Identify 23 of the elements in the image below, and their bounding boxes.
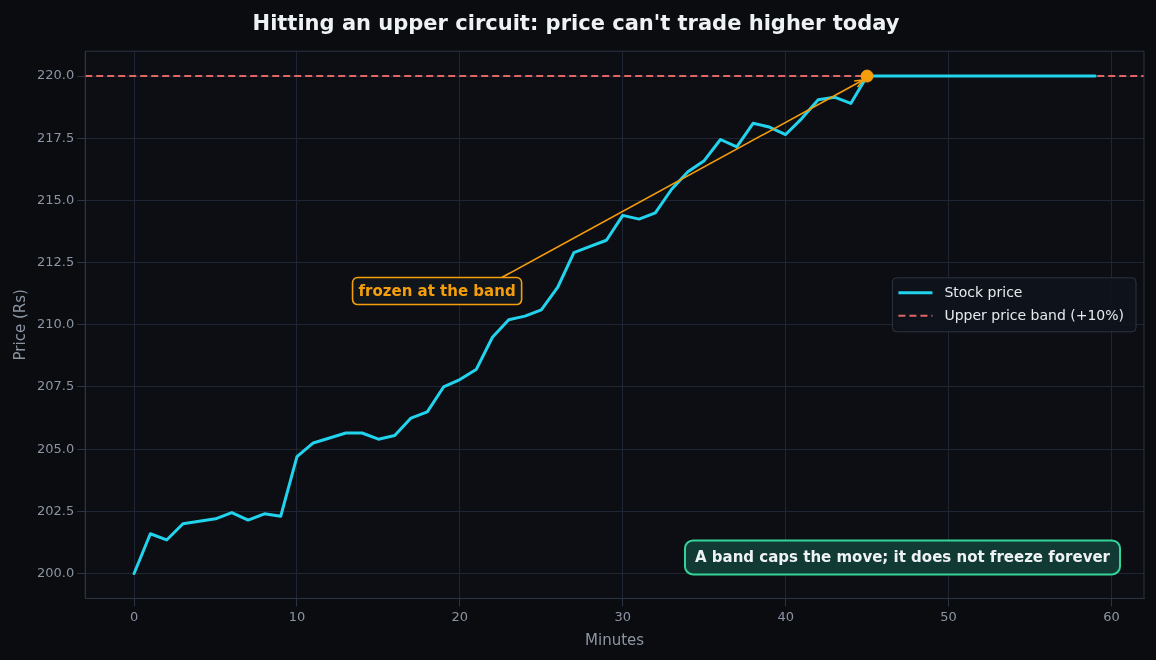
- y-tick-label: 200.0: [37, 564, 75, 580]
- y-tick-label: 220.0: [37, 67, 75, 83]
- x-tick-label: 60: [1103, 608, 1120, 624]
- y-axis-title: Price (Rs): [10, 289, 29, 361]
- y-tick-label: 217.5: [37, 129, 75, 145]
- x-tick-label: 40: [777, 608, 794, 624]
- x-axis-title: Minutes: [585, 630, 645, 649]
- chart-title: Hitting an upper circuit: price can't trade higher today: [252, 11, 900, 36]
- y-tick-label: 212.5: [37, 253, 75, 269]
- x-tick-label: 10: [288, 608, 306, 624]
- legend-label: Upper price band (+10%): [944, 307, 1125, 324]
- y-tick-label: 207.5: [37, 378, 75, 394]
- x-tick-label: 0: [129, 608, 139, 624]
- annotation: frozen at the band: [358, 281, 516, 300]
- y-tick-label: 205.0: [37, 440, 75, 456]
- x-tick-label: 50: [940, 608, 957, 624]
- annotation: A band caps the move; it does not freeze forever: [694, 548, 1111, 567]
- y-tick-label: 215.0: [37, 191, 75, 207]
- x-tick-label: 30: [614, 608, 632, 624]
- y-tick-label: 202.5: [37, 502, 75, 518]
- legend-label: Stock price: [944, 284, 1023, 301]
- y-tick-label: 210.0: [37, 316, 75, 332]
- x-tick-label: 20: [451, 608, 469, 624]
